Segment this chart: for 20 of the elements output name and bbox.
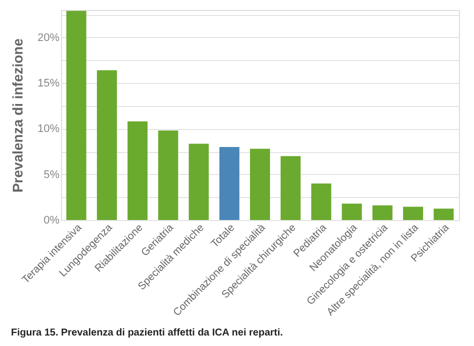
- y-tick-label: 15%: [37, 78, 60, 90]
- y-tick-label: 20%: [37, 32, 60, 44]
- bar: [342, 204, 362, 220]
- bar: [66, 10, 86, 220]
- bar: [250, 148, 270, 220]
- bar: [434, 208, 454, 220]
- y-tick-label: 10%: [37, 123, 60, 136]
- bar: [372, 205, 392, 220]
- bar: [219, 146, 240, 220]
- y-axis-title: Prevalenza di infezione: [9, 38, 26, 193]
- bar: [158, 130, 178, 220]
- text: Figura 15. Prevalenza di pazienti affetti da ICA nei reparti.: [10, 328, 284, 339]
- bar: [311, 183, 332, 220]
- bar: [96, 70, 117, 220]
- bar: [188, 144, 209, 220]
- bar: [128, 121, 148, 220]
- bar: [280, 156, 301, 220]
- y-tick-label: 5%: [44, 168, 60, 181]
- y-tick-label: 0%: [44, 214, 60, 226]
- bar: [403, 206, 424, 220]
